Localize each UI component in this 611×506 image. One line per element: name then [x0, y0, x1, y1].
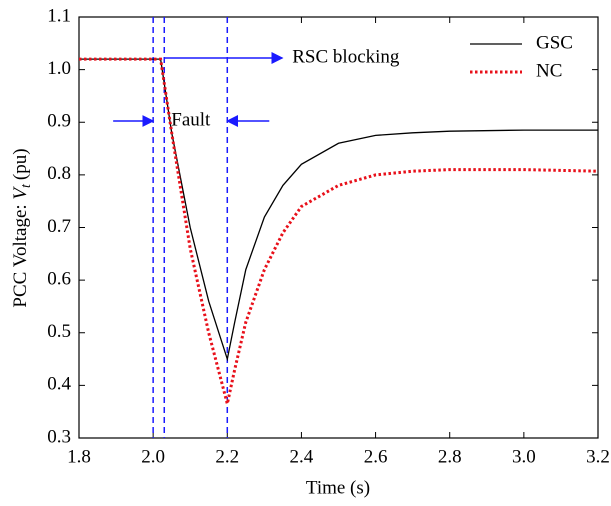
- legend-label: NC: [536, 60, 562, 81]
- y-tick-label: 1.1: [47, 5, 71, 26]
- plot-frame: [78, 16, 599, 439]
- y-tick-label: 0.7: [47, 216, 71, 237]
- annotation: RSC blocking: [292, 46, 400, 67]
- annotation: Fault: [171, 109, 211, 130]
- x-tick-label: 2.6: [364, 446, 388, 467]
- x-tick-label: 2.2: [215, 446, 239, 467]
- x-tick-label: 1.8: [67, 446, 91, 467]
- x-tick-label: 2.0: [141, 446, 165, 467]
- y-axis-label: PCC Voltage: Vt(pu): [10, 148, 34, 307]
- y-tick-label: 0.5: [47, 321, 71, 342]
- x-tick-label: 2.8: [438, 446, 462, 467]
- y-tick-label: 0.4: [47, 374, 71, 395]
- x-tick-label: 2.4: [290, 446, 314, 467]
- series-line: [79, 57, 599, 405]
- y-tick-label: 0.3: [47, 426, 71, 447]
- x-tick-label: 3.2: [586, 446, 610, 467]
- x-axis-label: Time (s): [306, 477, 370, 498]
- x-tick-label: 3.0: [512, 446, 536, 467]
- y-tick-label: 0.9: [47, 111, 71, 132]
- series-line: [79, 58, 598, 362]
- y-tick-label: 0.6: [47, 268, 71, 289]
- y-tick-label: 1.0: [47, 58, 71, 79]
- y-tick-label: 0.8: [47, 163, 71, 184]
- legend-label: GSC: [536, 32, 573, 53]
